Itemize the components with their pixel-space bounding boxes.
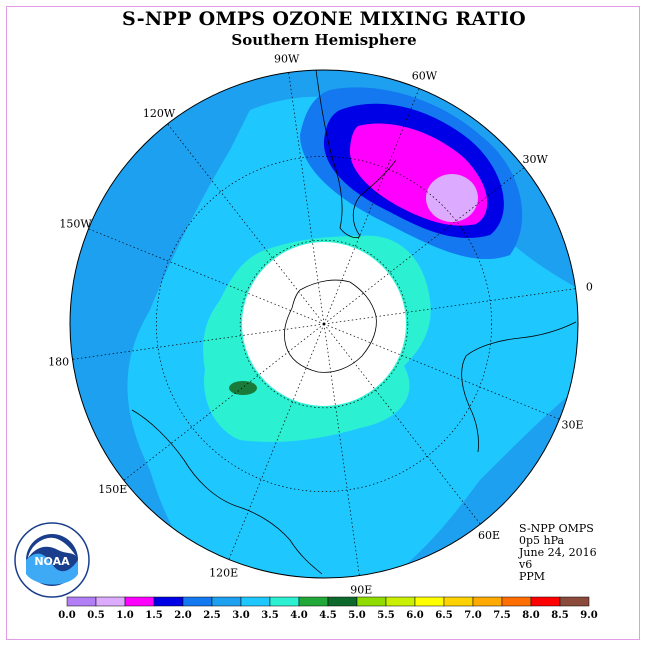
- noaa-logo-text: NOAA: [34, 555, 70, 568]
- colorbar-segment: [240, 596, 271, 607]
- longitude-label: 30E: [561, 418, 583, 431]
- colorbar-segment: [182, 596, 213, 607]
- longitude-label: 150E: [98, 483, 127, 496]
- longitude-label: 150W: [59, 218, 92, 231]
- map-border: [69, 69, 579, 579]
- field-green-spot: [229, 381, 257, 395]
- info-level: 0p5 hPa: [519, 534, 565, 547]
- coastlines: [131, 69, 577, 575]
- colorbar-segment: [472, 596, 503, 607]
- colorbar-segment: [298, 596, 329, 607]
- page-title: S-NPP OMPS OZONE MIXING RATIO: [121, 8, 527, 30]
- longitude-label: 90E: [350, 583, 372, 596]
- colorbar-segment: [443, 596, 474, 607]
- colorbar-tick-label: 8.0: [522, 610, 539, 621]
- antarctica-coastline: [284, 279, 377, 373]
- info-date: June 24, 2016: [519, 546, 597, 559]
- colorbar-segment: [559, 596, 590, 607]
- colorbar-tick-label: 1.5: [145, 610, 162, 621]
- plot-frame: [6, 6, 640, 640]
- page-subtitle: Southern Hemisphere: [231, 31, 417, 49]
- noaa-logo: NOAA: [14, 522, 90, 598]
- africa-coastline: [461, 321, 577, 453]
- colorbar-tick-label: 0.0: [58, 610, 75, 621]
- colorbar-tick-label: 3.0: [232, 610, 249, 621]
- colorbar-segment: [530, 596, 561, 607]
- colorbar-segment: [95, 596, 126, 607]
- longitude-label: 0: [586, 281, 593, 294]
- longitude-label: 120E: [209, 567, 238, 580]
- longitude-label: 180: [48, 355, 69, 368]
- colorbar-segment: [356, 596, 387, 607]
- colorbar-segment: [327, 596, 358, 607]
- field-lavender-peak: [426, 174, 478, 222]
- colorbar-tick-label: 9.0: [580, 610, 597, 621]
- colorbar-tick-label: 2.0: [174, 610, 191, 621]
- colorbar-tick-label: 7.5: [493, 610, 510, 621]
- colorbar-segment: [124, 596, 155, 607]
- latitude-circle: [239, 239, 409, 409]
- colorbar-segment: [501, 596, 532, 607]
- colorbar-segment: [211, 596, 242, 607]
- longitude-label: 120W: [143, 107, 176, 120]
- colorbar-segment: [269, 596, 300, 607]
- colorbar-segment: [414, 596, 445, 607]
- colorbar-tick-label: 2.5: [203, 610, 220, 621]
- colorbar-segment: [153, 596, 184, 607]
- colorbar-tick-label: 6.5: [435, 610, 452, 621]
- south-america-coastline: [315, 69, 397, 238]
- colorbar-tick-label: 3.5: [261, 610, 278, 621]
- colorbar-tick-label: 6.0: [406, 610, 423, 621]
- latitude-circle: [156, 156, 492, 492]
- colorbar-tick-label: 1.0: [116, 610, 133, 621]
- colorbar-tick-label: 4.0: [290, 610, 307, 621]
- colorbar-segment: [66, 596, 97, 607]
- colorbar-tick-label: 5.0: [348, 610, 365, 621]
- colorbar-tick-label: 4.5: [319, 610, 336, 621]
- colorbar-tick-label: 8.5: [551, 610, 568, 621]
- longitude-label: 90W: [274, 53, 300, 66]
- colorbar-tick-label: 5.5: [377, 610, 394, 621]
- longitude-label: 30W: [523, 153, 549, 166]
- longitude-label: 60W: [412, 70, 438, 83]
- longitude-labels: 90W 60W 30W 0 30E 60E 90E 120E 150E 180 150W 120W: [48, 53, 593, 597]
- colorbar-segment: [385, 596, 416, 607]
- longitude-label: 60E: [478, 529, 500, 542]
- info-version: v6: [519, 558, 533, 571]
- colorbar-tick-label: 0.5: [87, 610, 104, 621]
- lat-lon-grid: [72, 72, 576, 576]
- colorbar-tick-label: 7.0: [464, 610, 481, 621]
- info-units: PPM: [519, 570, 546, 583]
- info-product: S-NPP OMPS: [519, 522, 594, 535]
- australia-coastline: [131, 409, 323, 575]
- product-info: S-NPP OMPS 0p5 hPa June 24, 2016 v6 PPM: [519, 523, 597, 583]
